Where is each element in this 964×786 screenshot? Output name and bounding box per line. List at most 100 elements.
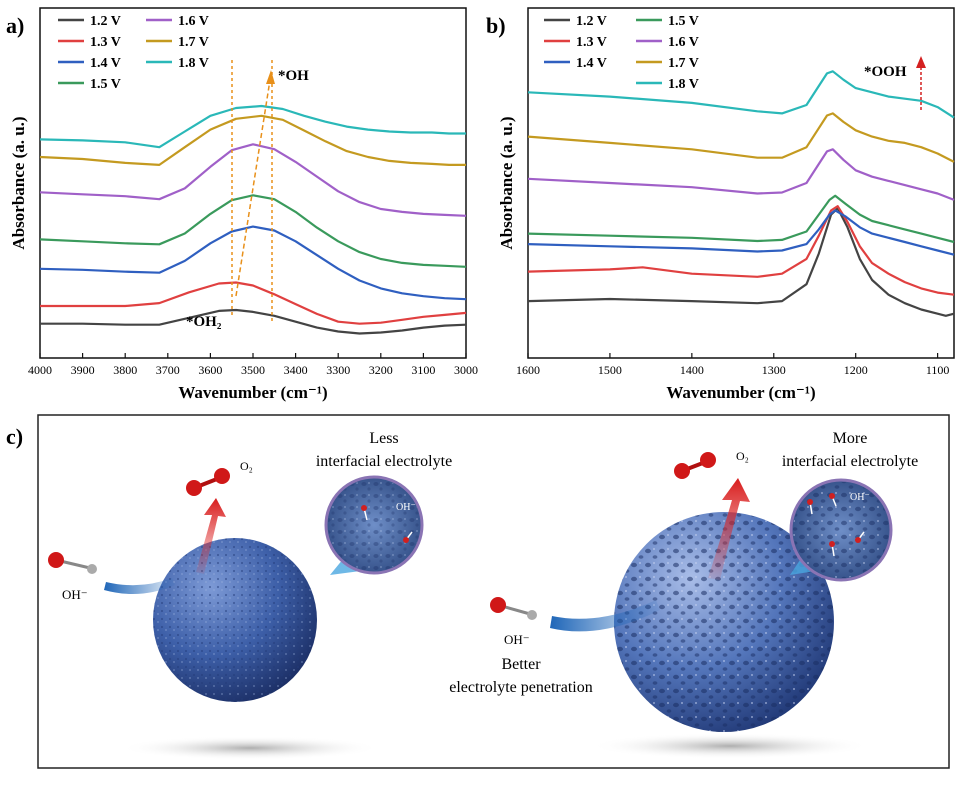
series-line-1-3-V [527, 205, 955, 296]
left-title-line1: Less [369, 430, 398, 447]
legend-label: 1.8 V [178, 56, 209, 71]
series-line-1-7-V [527, 112, 955, 163]
series-line-1-8-V [39, 104, 466, 149]
panel-a-series-group [39, 104, 467, 335]
legend-label: 1.6 V [178, 14, 209, 29]
x-tick-label: 1600 [516, 363, 540, 377]
right-sphere-shadow [590, 733, 870, 759]
left-oh-label: OH⁻ [62, 587, 88, 602]
legend-label: 1.7 V [668, 56, 699, 71]
left-zoom-oh-label: OH⁻ [396, 502, 416, 513]
series-line-1-7-V [39, 114, 466, 166]
panel-a-label: a) [6, 13, 24, 38]
x-tick-label: 3600 [198, 363, 222, 377]
panel-b-xlabel: Wavenumber (cm⁻¹) [666, 383, 815, 402]
left-title-line2: interfacial electrolyte [316, 453, 452, 470]
left-zoom-texture [328, 479, 420, 571]
panel-c-frame [37, 414, 950, 769]
series-line-1-3-V [40, 281, 467, 325]
panel-a-ylabel: Absorbance (a. u.) [9, 116, 28, 249]
legend-label: 1.3 V [576, 35, 607, 50]
left-oh-molecule [48, 552, 97, 574]
ooh-arrow-head [916, 56, 926, 68]
x-tick-label: 3500 [241, 363, 265, 377]
legend-label: 1.7 V [178, 35, 209, 50]
right-title-line1: More [833, 430, 868, 447]
penetration-line1: Better [501, 656, 541, 673]
right-zoom-oh-molecules [807, 493, 865, 557]
panel-b-label: b) [486, 13, 506, 38]
right-title-line2: interfacial electrolyte [782, 453, 918, 470]
right-sphere-texture [614, 512, 834, 732]
panel-b: b) *OOH 1.2 V1.3 V1.4 V1.5 V1.6 V1.7 V1.… [486, 7, 955, 402]
x-tick-label: 3900 [71, 363, 95, 377]
panel-c-label: c) [6, 424, 23, 449]
left-o2-arrow [196, 498, 226, 574]
left-zoom-oh-molecule [361, 505, 413, 543]
legend-label: 1.8 V [668, 77, 699, 92]
x-tick-label: 1200 [844, 363, 868, 377]
left-inflow-arrow [104, 578, 175, 594]
series-line-1-2-V [527, 207, 955, 317]
x-tick-label: 1400 [680, 363, 704, 377]
annotation-oh2: *OH₂ [186, 314, 222, 330]
x-tick-label: 3200 [369, 363, 393, 377]
panel-a-xlabel: Wavenumber (cm⁻¹) [178, 383, 327, 402]
x-tick-label: 3400 [284, 363, 308, 377]
panel-a: a) *OH₂ *OH 1.2 V 1.3 V 1.4 V 1.5 V 1.6 V 1.7… [6, 7, 478, 402]
x-tick-label: 3300 [326, 363, 350, 377]
panel-b-x-ticks: 1600 1500 1400 1300 1200 1100 [516, 353, 949, 377]
x-tick-label: 3700 [156, 363, 180, 377]
penetration-line2: electrolyte penetration [449, 679, 592, 696]
panel-b-ylabel: Absorbance (a. u.) [497, 116, 516, 249]
legend-label: 1.2 V [576, 14, 607, 29]
legend-label: 1.3 V [90, 35, 121, 50]
series-line-1-8-V [527, 70, 955, 119]
x-tick-label: 1500 [598, 363, 622, 377]
series-line-1-5-V [527, 194, 955, 244]
right-zoom-oh-label: OH⁻ [850, 492, 870, 503]
right-o2-arrow [708, 478, 750, 580]
left-o2-label: O₂ [240, 459, 253, 473]
annotation-oh: *OH [278, 68, 309, 84]
left-sphere-texture [153, 538, 317, 702]
series-line-1-2-V [40, 308, 467, 335]
left-sphere-shadow [120, 736, 380, 760]
right-o2-molecule [674, 452, 716, 479]
shift-arrow-line [235, 79, 271, 297]
series-line-1-5-V [39, 194, 467, 268]
annotation-ooh: *OOH [864, 64, 907, 80]
panel-c: c) OH⁻ Less interfacial electrolyte [6, 414, 950, 769]
x-tick-label: 1100 [926, 363, 950, 377]
panel-b-plot-frame [527, 7, 955, 359]
panel-b-series-group [527, 70, 955, 317]
right-zoom-texture [793, 482, 889, 578]
shift-arrow-head [266, 70, 275, 84]
series-line-1-6-V [39, 143, 467, 217]
legend-label: 1.2 V [90, 14, 121, 29]
right-oh-molecule [490, 597, 537, 620]
series-line-1-4-V [39, 225, 467, 301]
legend-label: 1.4 V [576, 56, 607, 71]
legend-label: 1.5 V [668, 14, 699, 29]
x-tick-label: 3100 [411, 363, 435, 377]
x-tick-label: 1300 [762, 363, 786, 377]
x-tick-label: 3800 [113, 363, 137, 377]
series-line-1-4-V [527, 209, 955, 256]
x-tick-label: 3000 [454, 363, 478, 377]
left-o2-molecule [186, 468, 230, 496]
legend-label: 1.4 V [90, 56, 121, 71]
legend-label: 1.5 V [90, 77, 121, 92]
right-inflow-arrow [550, 600, 660, 632]
panel-a-x-ticks: 4000 3900 3800 3700 3600 3500 3400 3300 3200 3100… [28, 353, 478, 377]
right-o2-label: O₂ [736, 449, 749, 463]
legend-label: 1.6 V [668, 35, 699, 50]
right-scenario: OH⁻ More interfacial electrolyte O₂ OH⁻ … [449, 430, 918, 759]
right-oh-label: OH⁻ [504, 632, 530, 647]
panel-b-legend: 1.2 V 1.3 V 1.4 V 1.5 V 1.6 V 1.7 V 1.8 V [544, 14, 699, 92]
left-scenario: OH⁻ Less interfacial electrolyte OH⁻ O₂ [48, 430, 452, 760]
x-tick-label: 4000 [28, 363, 52, 377]
panel-a-legend: 1.2 V 1.3 V 1.4 V 1.5 V 1.6 V 1.7 V 1.8 V [58, 14, 209, 92]
series-line-1-6-V [527, 148, 955, 201]
